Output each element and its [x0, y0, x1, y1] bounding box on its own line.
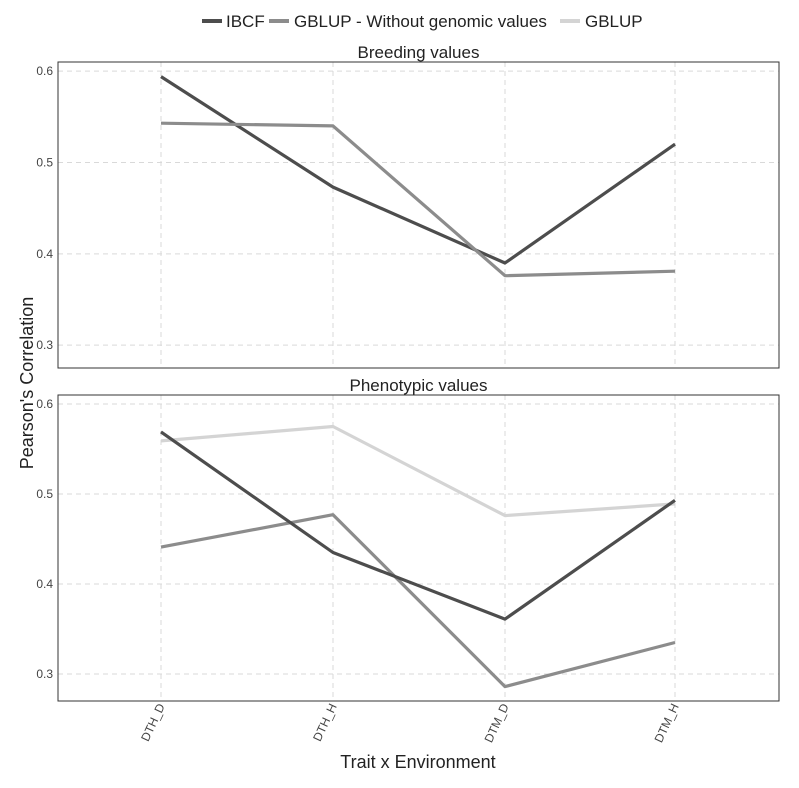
- x-tick-label: DTH_D: [138, 701, 168, 743]
- panel-border: [57, 394, 780, 702]
- y-tick-label: 0.3: [36, 338, 53, 352]
- y-tick-label: 0.4: [36, 247, 53, 261]
- x-tick-label: DTM_H: [652, 701, 682, 744]
- panel-breeding-values: 0.3 0.4 0.5 0.6 Breeding values: [36, 43, 780, 369]
- legend-label-3: GBLUP: [585, 12, 643, 31]
- series-line-gblup-without-genomic-values: [160, 121, 676, 278]
- y-tick-label: 0.5: [36, 487, 53, 501]
- series-line-gblup: [160, 424, 676, 518]
- panel-border: [57, 61, 780, 369]
- y-tick-label: 0.3: [36, 667, 53, 681]
- x-tick-label: DTH_H: [310, 701, 340, 743]
- series-line-ibcf: [160, 75, 676, 265]
- legend: IBCF GBLUP - Without genomic values GBLUP: [202, 12, 643, 31]
- y-tick-label: 0.5: [36, 155, 53, 169]
- x-axis-title: Trait x Environment: [340, 752, 495, 772]
- y-tick-label: 0.6: [36, 397, 53, 411]
- x-axis-ticks: DTH_D DTH_H DTM_D DTM_H: [138, 701, 682, 745]
- series-line-ibcf: [160, 430, 676, 621]
- series-line-gblup-without-genomic-values: [160, 513, 676, 689]
- legend-label-2: GBLUP - Without genomic values: [294, 12, 547, 31]
- panel-title: Breeding values: [358, 43, 480, 62]
- y-tick-label: 0.6: [36, 64, 53, 78]
- x-tick-label: DTM_D: [482, 701, 512, 745]
- legend-label-1: IBCF: [226, 12, 265, 31]
- panel-phenotypic-values: 0.3 0.4 0.5 0.6 Phenotypic values: [36, 376, 780, 702]
- y-tick-label: 0.4: [36, 577, 53, 591]
- panel-title: Phenotypic values: [350, 376, 488, 395]
- y-axis-title: Pearson's Correlation: [17, 297, 37, 470]
